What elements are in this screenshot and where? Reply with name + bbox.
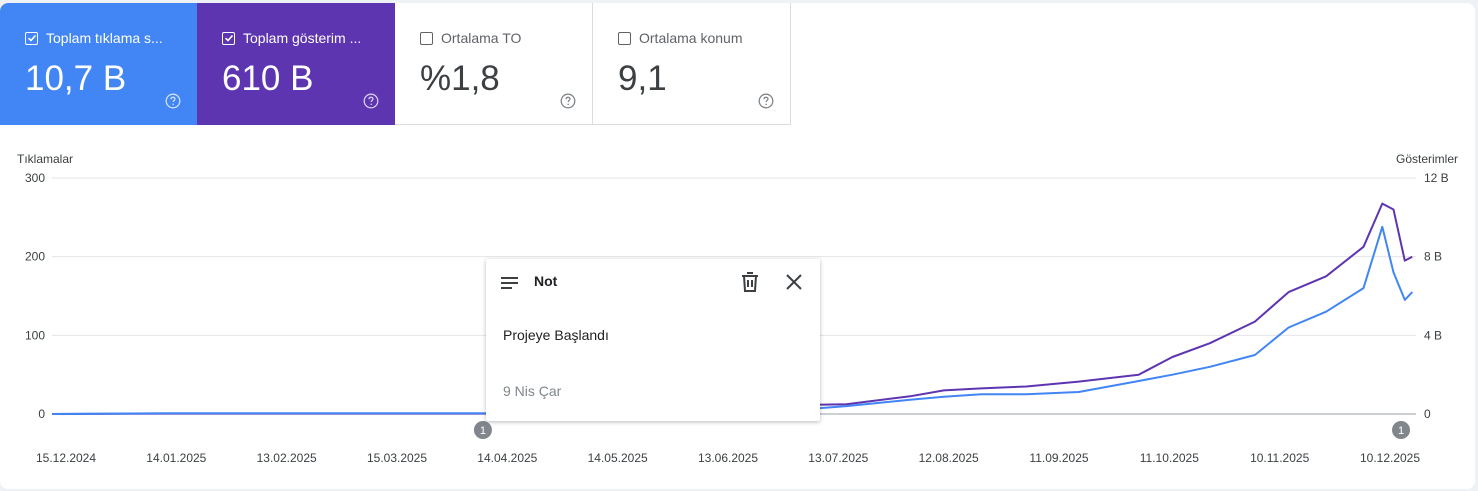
x-tick-label: 15.03.2025 — [367, 451, 427, 465]
metric-value: 9,1 — [618, 59, 667, 98]
metric-card-position[interactable]: Ortalama konum 9,1 — [593, 3, 791, 125]
note-text: Projeye Başlandı — [503, 327, 609, 343]
x-tick-label: 14.04.2025 — [477, 451, 537, 465]
x-tick-label: 11.10.2025 — [1140, 451, 1199, 465]
annotation-marker-label: 1 — [480, 425, 486, 437]
y-axis-label-right: Gösterimler — [1396, 152, 1458, 166]
checkbox-checked-icon[interactable] — [25, 31, 38, 45]
annotation-marker — [1392, 421, 1411, 439]
x-tick-label: 13.02.2025 — [257, 451, 317, 465]
x-tick-label: 13.07.2025 — [808, 451, 868, 465]
metric-card-clicks[interactable]: Toplam tıklama s... 10,7 B — [0, 3, 197, 125]
x-tick-label: 10.11.2025 — [1250, 451, 1309, 465]
close-icon[interactable] — [785, 273, 803, 291]
annotation-marker — [473, 421, 492, 439]
trash-icon[interactable] — [740, 271, 760, 293]
x-tick-label: 14.05.2025 — [588, 451, 648, 465]
help-icon[interactable] — [165, 93, 181, 109]
metric-card-ctr[interactable]: Ortalama TO %1,8 — [395, 3, 593, 125]
x-tick-label: 12.08.2025 — [919, 451, 979, 465]
annotation-marker-label: 1 — [1398, 425, 1404, 437]
metric-label: Ortalama TO — [441, 30, 522, 46]
annotation-note-popup: Not Projeye Başlandı 9 Nis Çar — [486, 259, 820, 421]
y-tick-label-right: 4 B — [1424, 328, 1442, 342]
note-title: Not — [534, 273, 558, 289]
metric-value: 10,7 B — [25, 59, 127, 98]
x-tick-label: 10.12.2025 — [1360, 451, 1420, 465]
help-icon[interactable] — [363, 93, 379, 109]
y-tick-label-right: 8 B — [1424, 250, 1442, 264]
y-tick-label-right: 12 B — [1424, 171, 1449, 185]
x-tick-label: 15.12.2024 — [36, 451, 96, 465]
metric-label: Toplam tıklama s... — [46, 30, 163, 46]
metric-value: %1,8 — [420, 59, 500, 98]
x-tick-label: 13.06.2025 — [698, 451, 758, 465]
help-icon[interactable] — [560, 93, 576, 109]
y-tick-label-left: 100 — [25, 328, 45, 342]
note-date: 9 Nis Çar — [503, 383, 562, 399]
checkbox-checked-icon[interactable] — [222, 31, 235, 45]
help-icon[interactable] — [758, 93, 774, 109]
checkbox-unchecked-icon[interactable] — [420, 31, 433, 45]
metric-label: Toplam gösterim ... — [243, 30, 362, 46]
y-tick-label-left: 0 — [38, 407, 45, 421]
metric-label: Ortalama konum — [639, 30, 743, 46]
metric-card-impressions[interactable]: Toplam gösterim ... 610 B — [197, 3, 395, 125]
metric-value: 610 B — [222, 59, 314, 98]
x-tick-label: 14.01.2025 — [146, 451, 206, 465]
y-tick-label-left: 300 — [25, 171, 45, 185]
y-axis-label-left: Tıklamalar — [17, 152, 73, 166]
y-tick-label-left: 200 — [25, 250, 45, 264]
y-tick-label-right: 0 — [1424, 407, 1431, 421]
notes-icon — [501, 277, 518, 289]
checkbox-unchecked-icon[interactable] — [618, 31, 631, 45]
x-tick-label: 11.09.2025 — [1029, 451, 1088, 465]
